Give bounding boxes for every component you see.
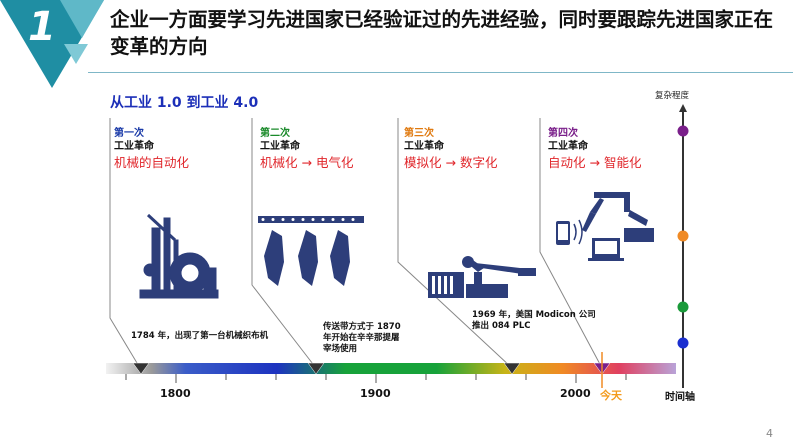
annotation-1870: 传送带方式于 1870 年开始在辛辛那提屠 宰场使用 — [323, 322, 401, 354]
era4-desc: 自动化 → 智能化 — [548, 155, 642, 170]
complexity-axis — [677, 104, 689, 388]
complexity-dot-3 — [677, 230, 689, 242]
tick-1800: 1800 — [160, 387, 191, 400]
era3-number: 第三次 — [404, 128, 434, 139]
era2-line — [251, 118, 317, 369]
marker-1784 — [132, 362, 150, 375]
era2-number: 第二次 — [260, 128, 290, 139]
complexity-dot-4 — [677, 125, 689, 137]
arrow-icon: → — [445, 155, 456, 170]
era4-line — [539, 118, 603, 369]
section-number: 1 — [28, 4, 56, 50]
header-divider — [88, 72, 793, 73]
era3-desc: 模拟化 → 数字化 — [404, 155, 498, 170]
timeline-bar — [106, 363, 676, 374]
today-label: 今天 — [600, 389, 622, 402]
page-number: 4 — [766, 427, 773, 440]
era2-name: 工业革命 — [260, 141, 300, 152]
era4-number: 第四次 — [548, 128, 578, 139]
header-banner — [0, 0, 104, 88]
marker-1870 — [307, 362, 325, 375]
time-axis-label: 时间轴 — [665, 392, 695, 403]
loom-illustration — [139, 213, 219, 299]
timeline-minor-ticks — [125, 374, 627, 383]
arrow-icon: → — [301, 155, 312, 170]
tick-1900: 1900 — [360, 387, 391, 400]
era4-name: 工业革命 — [548, 141, 588, 152]
marker-1969 — [503, 362, 521, 375]
era1-line — [109, 118, 141, 369]
era3-line — [397, 118, 513, 369]
era3-name: 工业革命 — [404, 141, 444, 152]
conveyor-illustration — [258, 216, 364, 286]
tick-2000: 2000 — [560, 387, 591, 400]
wifi-marks — [573, 219, 583, 245]
complexity-dot-2 — [677, 301, 689, 313]
annotation-1784: 1784 年，出现了第一台机械织布机 — [131, 331, 269, 341]
annotation-1969: 1969 年，美国 Modicon 公司 推出 084 PLC — [472, 310, 596, 331]
arrow-icon: → — [589, 155, 600, 170]
complexity-label: 复杂程度 — [655, 91, 690, 101]
era1-number: 第一次 — [114, 128, 144, 139]
subtitle: 从工业 1.0 到工业 4.0 — [110, 95, 259, 111]
slide-title: 企业一方面要学习先进国家已经验证过的先进经验，同时要跟踪先进国家正在变革的方向 — [110, 8, 774, 58]
era2-desc: 机械化 → 电气化 — [260, 155, 354, 170]
event-markers — [132, 362, 611, 375]
plc-robot-illustration — [428, 256, 536, 298]
era1-desc: 机械的自动化 — [114, 155, 190, 170]
complexity-dot-1 — [677, 337, 689, 349]
smart-robot-illustration — [556, 192, 654, 261]
era1-name: 工业革命 — [114, 141, 154, 152]
era-separators — [109, 118, 603, 369]
